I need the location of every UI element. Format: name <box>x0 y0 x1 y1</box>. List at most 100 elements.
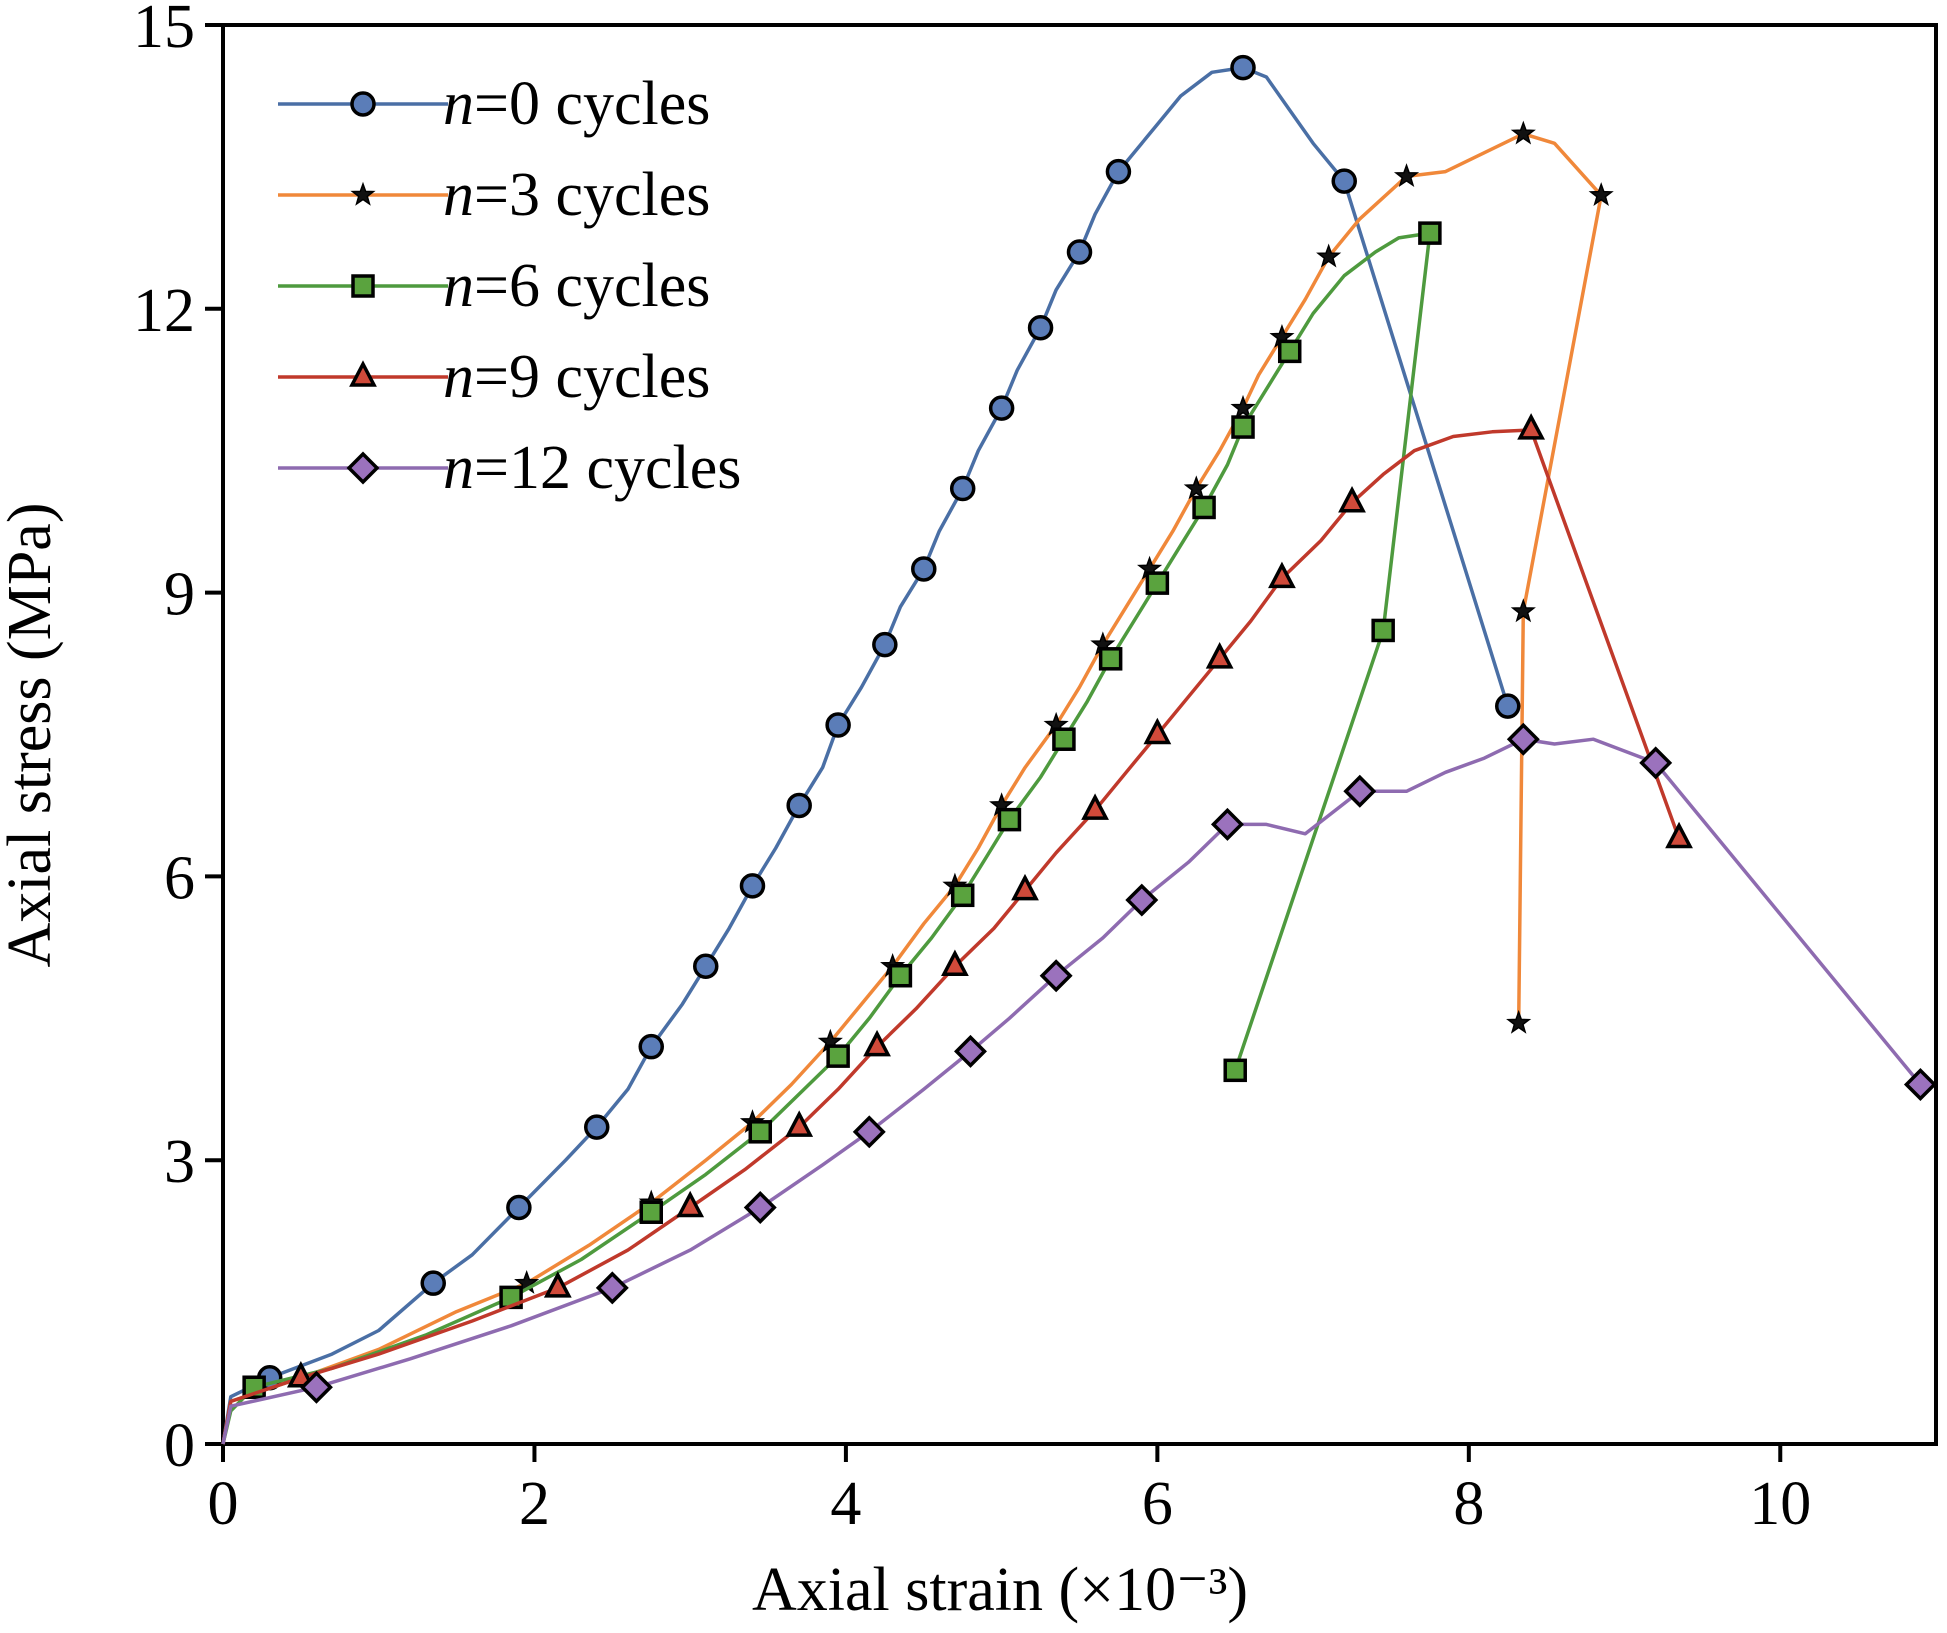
data-point-circle <box>739 873 766 899</box>
data-point-square <box>1098 647 1123 671</box>
data-point-diamond <box>954 1034 987 1068</box>
data-point-square <box>826 1044 850 1068</box>
data-point-square <box>1145 571 1170 595</box>
data-point-circle <box>1066 239 1093 265</box>
data-point-circle <box>583 1114 610 1140</box>
data-point-star <box>1393 163 1420 188</box>
data-point-diamond <box>595 1271 629 1305</box>
legend-marker-diamond <box>346 451 380 485</box>
series-line <box>221 132 1603 1445</box>
data-point-star <box>1230 394 1256 419</box>
legend-marker-star <box>350 181 376 206</box>
data-point-square <box>1277 339 1302 364</box>
series-line <box>221 65 1510 1445</box>
data-point-circle <box>988 395 1015 421</box>
data-point-star <box>1316 243 1342 268</box>
series-diamond <box>221 722 1937 1445</box>
data-point-star <box>1588 182 1614 206</box>
y-tick-label: 6 <box>164 844 195 912</box>
legend-label-italic: n <box>443 434 474 502</box>
data-point-circle <box>420 1270 446 1296</box>
data-point-diamond <box>852 1115 886 1149</box>
data-point-circle <box>1027 314 1054 341</box>
series-circle <box>221 54 1521 1445</box>
legend-entry: n=12 cycles <box>278 434 741 502</box>
y-tick-label: 15 <box>133 0 195 61</box>
data-point-triangle <box>1338 485 1366 513</box>
data-point-square <box>1223 1058 1247 1083</box>
legend-label-text: =0 cycles <box>474 70 710 138</box>
data-point-triangle <box>785 1110 814 1137</box>
x-axis-title: Axial strain (×10⁻³) <box>752 1556 1248 1624</box>
legend-entry: n=0 cycles <box>278 70 710 138</box>
legend-label-text: =6 cycles <box>474 252 710 320</box>
legend-label: n=6 cycles <box>443 252 710 320</box>
legend-entry: n=9 cycles <box>278 343 710 411</box>
data-point-circle <box>1105 158 1132 185</box>
legend-label: n=0 cycles <box>443 70 710 138</box>
data-point-diamond <box>1903 1068 1937 1101</box>
data-point-circle <box>911 556 937 582</box>
y-tick-label: 3 <box>164 1128 195 1196</box>
data-point-square <box>1418 221 1442 245</box>
series-line <box>221 231 1432 1445</box>
data-point-square <box>1231 415 1255 439</box>
legend-label-italic: n <box>443 343 474 411</box>
data-point-triangle <box>1665 821 1693 849</box>
data-point-star <box>1510 598 1536 623</box>
data-point-circle <box>825 712 851 738</box>
x-tick-label: 4 <box>830 1470 861 1538</box>
data-point-triangle <box>286 1361 315 1388</box>
data-point-triangle <box>1205 642 1234 669</box>
legend-label: n=9 cycles <box>443 343 710 411</box>
series-layer <box>221 54 1937 1445</box>
data-point-square <box>1371 618 1395 643</box>
legend-marker-triangle <box>349 360 377 387</box>
legend-label-italic: n <box>443 252 474 320</box>
x-tick-label: 0 <box>208 1470 239 1538</box>
data-point-diamond <box>743 1191 777 1224</box>
data-point-square <box>888 963 913 988</box>
data-point-triangle <box>1517 413 1546 440</box>
legend-label-italic: n <box>443 70 474 138</box>
y-tick-label: 9 <box>164 561 195 629</box>
legend-label: n=12 cycles <box>443 434 741 502</box>
y-tick-label: 12 <box>133 277 195 345</box>
data-point-square <box>997 807 1022 832</box>
y-axis-title: Axial stress (MPa) <box>0 503 64 968</box>
legend-label-text: =3 cycles <box>474 161 710 229</box>
data-point-diamond <box>1210 807 1244 841</box>
series-star <box>221 120 1614 1445</box>
legend-label-text: =9 cycles <box>474 343 710 411</box>
data-point-circle <box>1495 693 1521 719</box>
data-point-square <box>950 883 975 908</box>
data-point-square <box>639 1200 663 1224</box>
data-point-circle <box>506 1194 532 1221</box>
data-point-triangle <box>941 949 969 977</box>
legend-entry: n=3 cycles <box>278 161 710 229</box>
y-tick-label: 0 <box>164 1412 195 1480</box>
data-point-circle <box>638 1033 664 1060</box>
data-point-triangle <box>1143 717 1172 745</box>
x-tick-label: 2 <box>519 1470 550 1538</box>
legend-label-italic: n <box>443 161 474 229</box>
x-tick-label: 10 <box>1749 1470 1811 1538</box>
data-point-diamond <box>1343 774 1377 808</box>
data-point-diamond <box>1506 722 1540 756</box>
data-point-diamond <box>1639 746 1673 780</box>
legend-marker-square <box>351 274 375 298</box>
data-point-circle <box>693 953 719 980</box>
x-tick-label: 8 <box>1453 1470 1484 1538</box>
data-point-star <box>1506 1009 1532 1034</box>
legend-label: n=3 cycles <box>443 161 710 229</box>
series-line <box>221 428 1681 1445</box>
legend-entry: n=6 cycles <box>278 252 710 320</box>
data-point-star <box>1183 475 1209 500</box>
data-point-square <box>1192 495 1216 520</box>
data-point-square <box>1052 727 1076 751</box>
data-point-circle <box>1331 168 1357 194</box>
data-point-circle <box>1230 54 1256 81</box>
data-point-triangle <box>676 1190 705 1218</box>
data-point-triangle <box>543 1271 572 1298</box>
